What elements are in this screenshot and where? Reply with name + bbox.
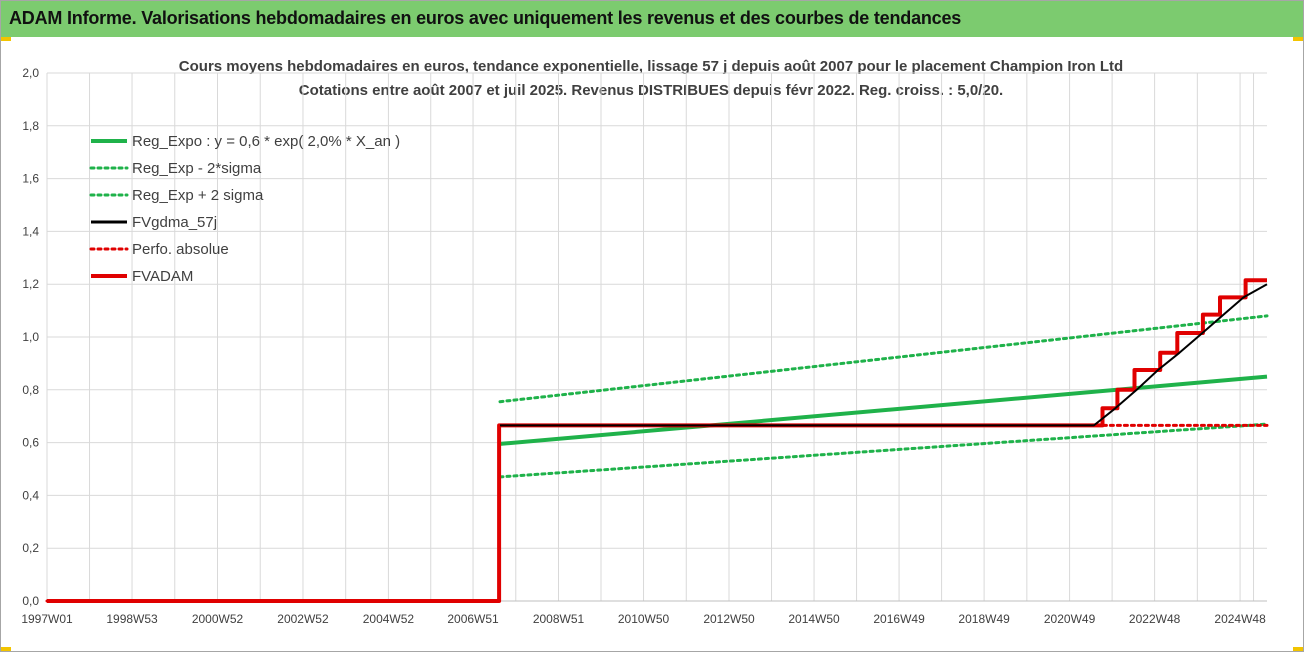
y-tick-label: 0,8 bbox=[22, 383, 39, 397]
y-tick-label: 1,4 bbox=[22, 224, 39, 238]
legend-label: Reg_Expo : y = 0,6 * exp( 2,0% * X_an ) bbox=[132, 133, 400, 150]
plot-area bbox=[45, 278, 1269, 603]
legend-label: Reg_Exp + 2 sigma bbox=[132, 187, 264, 204]
x-tick-label: 2004W52 bbox=[363, 612, 415, 626]
legend-label: FVgdma_57j bbox=[132, 214, 217, 231]
x-tick-label: 2002W52 bbox=[277, 612, 329, 626]
x-tick-label: 2018W49 bbox=[958, 612, 1010, 626]
y-tick-label: 0,0 bbox=[22, 594, 39, 608]
x-tick-label: 2010W50 bbox=[618, 612, 670, 626]
y-axis: 0,0 0,2 0,4 0,6 0,8 1,0 1,2 1,4 1,6 1,8 2,0 bbox=[22, 66, 39, 608]
chart-svg: Cours moyens hebdomadaires en euros, ten… bbox=[21, 58, 1269, 626]
corner-marker-bottom-right bbox=[1293, 647, 1303, 651]
legend-label: FVADAM bbox=[132, 268, 193, 285]
series-line-4 bbox=[45, 423, 1269, 603]
x-tick-label: 1997W01 bbox=[21, 612, 73, 626]
y-tick-label: 0,4 bbox=[22, 488, 39, 502]
series-line-1 bbox=[498, 422, 1269, 479]
y-tick-label: 2,0 bbox=[22, 66, 39, 80]
corner-marker-top-left bbox=[1, 37, 11, 41]
x-tick-label: 2016W49 bbox=[873, 612, 925, 626]
y-tick-label: 1,6 bbox=[22, 172, 39, 186]
chart-title: Cours moyens hebdomadaires en euros, ten… bbox=[179, 58, 1123, 75]
legend: Reg_Expo : y = 0,6 * exp( 2,0% * X_an ) R… bbox=[89, 133, 400, 285]
x-tick-label: 2014W50 bbox=[788, 612, 840, 626]
x-tick-label: 2022W48 bbox=[1129, 612, 1181, 626]
series-line-3 bbox=[500, 283, 1268, 427]
header-title: ADAM Informe. Valorisations hebdomadaire… bbox=[9, 8, 962, 28]
y-tick-label: 1,0 bbox=[22, 330, 39, 344]
y-tick-label: 0,2 bbox=[22, 541, 39, 555]
chart-subtitle: Cotations entre août 2007 et juil 2025. … bbox=[299, 82, 1003, 99]
series-line-0 bbox=[499, 374, 1268, 446]
x-tick-label: 2006W51 bbox=[447, 612, 499, 626]
corner-marker-top-right bbox=[1293, 37, 1303, 41]
x-tick-label: 2008W51 bbox=[533, 612, 585, 626]
x-tick-label: 2024W48 bbox=[1214, 612, 1266, 626]
y-tick-label: 1,2 bbox=[22, 277, 39, 291]
x-tick-label: 2012W50 bbox=[703, 612, 755, 626]
legend-label: Reg_Exp - 2*sigma bbox=[132, 160, 262, 177]
x-tick-label: 2020W49 bbox=[1044, 612, 1096, 626]
header-banner: ADAM Informe. Valorisations hebdomadaire… bbox=[1, 1, 1303, 37]
series-line-2 bbox=[498, 314, 1269, 404]
series-line-5 bbox=[47, 278, 1267, 603]
legend-label: Perfo. absolue bbox=[132, 241, 229, 258]
grid-lines bbox=[46, 72, 1267, 602]
corner-marker-bottom-left bbox=[1, 647, 11, 651]
y-tick-label: 1,8 bbox=[22, 119, 39, 133]
x-axis: 1997W01 1998W53 2000W52 2002W52 2004W52 2006W… bbox=[21, 600, 1267, 626]
y-tick-label: 0,6 bbox=[22, 436, 39, 450]
x-tick-label: 2000W52 bbox=[192, 612, 244, 626]
x-tick-label: 1998W53 bbox=[106, 612, 158, 626]
